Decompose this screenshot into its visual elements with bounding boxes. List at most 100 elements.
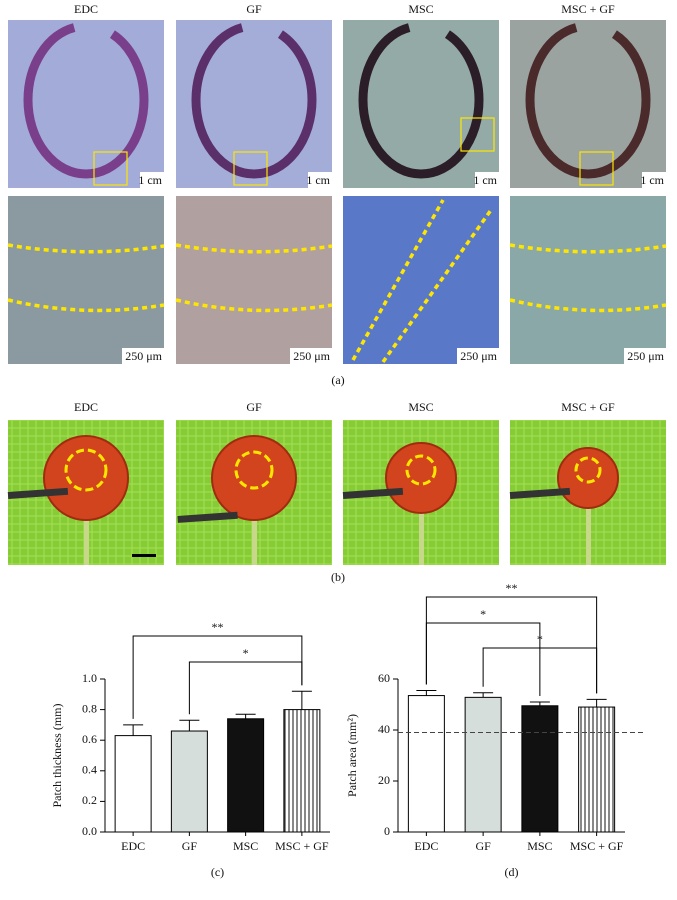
scale-bar (132, 554, 156, 557)
bar (464, 696, 502, 833)
chart-caption: (c) (211, 865, 224, 879)
tissue-ring (191, 21, 317, 179)
bar (578, 706, 616, 833)
bar (521, 705, 559, 833)
y-tick-label: 0.6 (82, 732, 97, 746)
significance-label: * (480, 607, 486, 621)
y-tick-label: 60 (378, 671, 390, 685)
y-tick-label: 0 (384, 824, 390, 838)
x-tick-label: EDC (414, 839, 438, 853)
forceps (509, 487, 571, 499)
bar (407, 695, 445, 833)
x-tick-label: MSC + GF (570, 839, 624, 853)
bar (283, 709, 321, 833)
y-tick-label: 0.8 (82, 701, 97, 715)
y-tick-label: 0.4 (82, 763, 97, 777)
heart (211, 435, 297, 521)
heart (557, 447, 619, 509)
x-tick-label: GF (475, 839, 491, 853)
zoom-box (460, 117, 495, 152)
scale-box (475, 172, 499, 188)
scale-box (140, 172, 164, 188)
significance-bracket (482, 647, 598, 694)
vessel (419, 500, 424, 565)
significance-label: * (243, 646, 249, 660)
histology-image (8, 20, 164, 188)
scale-label: 250 μm (293, 349, 330, 363)
boundary-line (7, 243, 165, 313)
chart-caption: (d) (505, 865, 519, 879)
scale-label: 1 cm (640, 173, 664, 187)
histology-image (510, 20, 666, 188)
forceps (7, 487, 69, 499)
x-tick-label: GF (182, 839, 198, 853)
scale-label: 250 μm (627, 349, 664, 363)
column-label: MSC + GF (561, 2, 615, 16)
histology-image (343, 20, 499, 188)
scale-box (122, 348, 164, 364)
significance-bracket (425, 596, 598, 694)
zoom-box (93, 151, 128, 186)
y-axis-title: Patch thickness (mm) (50, 704, 64, 808)
scale-label: 1 cm (138, 173, 162, 187)
forceps (342, 487, 404, 499)
significance-bracket (188, 661, 303, 715)
y-tick-label: 0.2 (82, 793, 97, 807)
scale-box (290, 348, 332, 364)
significance-bracket (132, 635, 303, 719)
column-label: EDC (74, 400, 98, 414)
scale-label: 1 cm (473, 173, 497, 187)
x-tick-label: EDC (121, 839, 145, 853)
scale-box (624, 348, 666, 364)
y-tick-label: 0.0 (82, 824, 97, 838)
boundary-line (509, 243, 667, 313)
scale-box (642, 172, 666, 188)
y-tick-label: 20 (378, 773, 390, 787)
vessel (252, 500, 257, 565)
vessel (84, 500, 89, 565)
patch-outline (574, 456, 602, 484)
patch-outline (64, 448, 108, 492)
zoom-box (579, 151, 614, 186)
heart (385, 442, 457, 514)
x-tick-label: MSC + GF (275, 839, 329, 853)
column-label: MSC + GF (561, 400, 615, 414)
significance-label: ** (506, 581, 518, 595)
vessel (586, 500, 591, 565)
histology-image (176, 20, 332, 188)
tissue-ring (358, 21, 484, 179)
bar (170, 730, 208, 833)
patch-outline (234, 450, 274, 490)
x-tick-label: MSC (527, 839, 552, 853)
histology-image (176, 196, 332, 364)
scale-box (457, 348, 499, 364)
heart (43, 435, 129, 521)
y-axis-title: Patch area (mm²) (345, 714, 359, 797)
forceps (177, 511, 238, 523)
panel-caption: (b) (331, 570, 345, 584)
histology-image (8, 196, 164, 364)
x-tick-label: MSC (233, 839, 258, 853)
zoom-box (233, 151, 268, 186)
panel-caption: (a) (331, 373, 344, 387)
tissue-ring (23, 21, 149, 179)
column-label: EDC (74, 2, 98, 16)
significance-label: ** (212, 620, 224, 634)
patch-outline (405, 454, 437, 486)
y-tick-label: 1.0 (82, 671, 97, 685)
scale-label: 250 μm (125, 349, 162, 363)
bar (227, 718, 265, 833)
column-label: GF (246, 400, 262, 414)
scale-label: 1 cm (306, 173, 330, 187)
boundary-line (175, 243, 333, 313)
scale-label: 250 μm (460, 349, 497, 363)
significance-bracket (425, 622, 541, 696)
histology-image (343, 196, 499, 364)
column-label: MSC (408, 400, 433, 414)
bar (114, 735, 152, 833)
column-label: MSC (408, 2, 433, 16)
histology-image (510, 196, 666, 364)
significance-label: * (537, 632, 543, 646)
y-tick-label: 40 (378, 722, 390, 736)
